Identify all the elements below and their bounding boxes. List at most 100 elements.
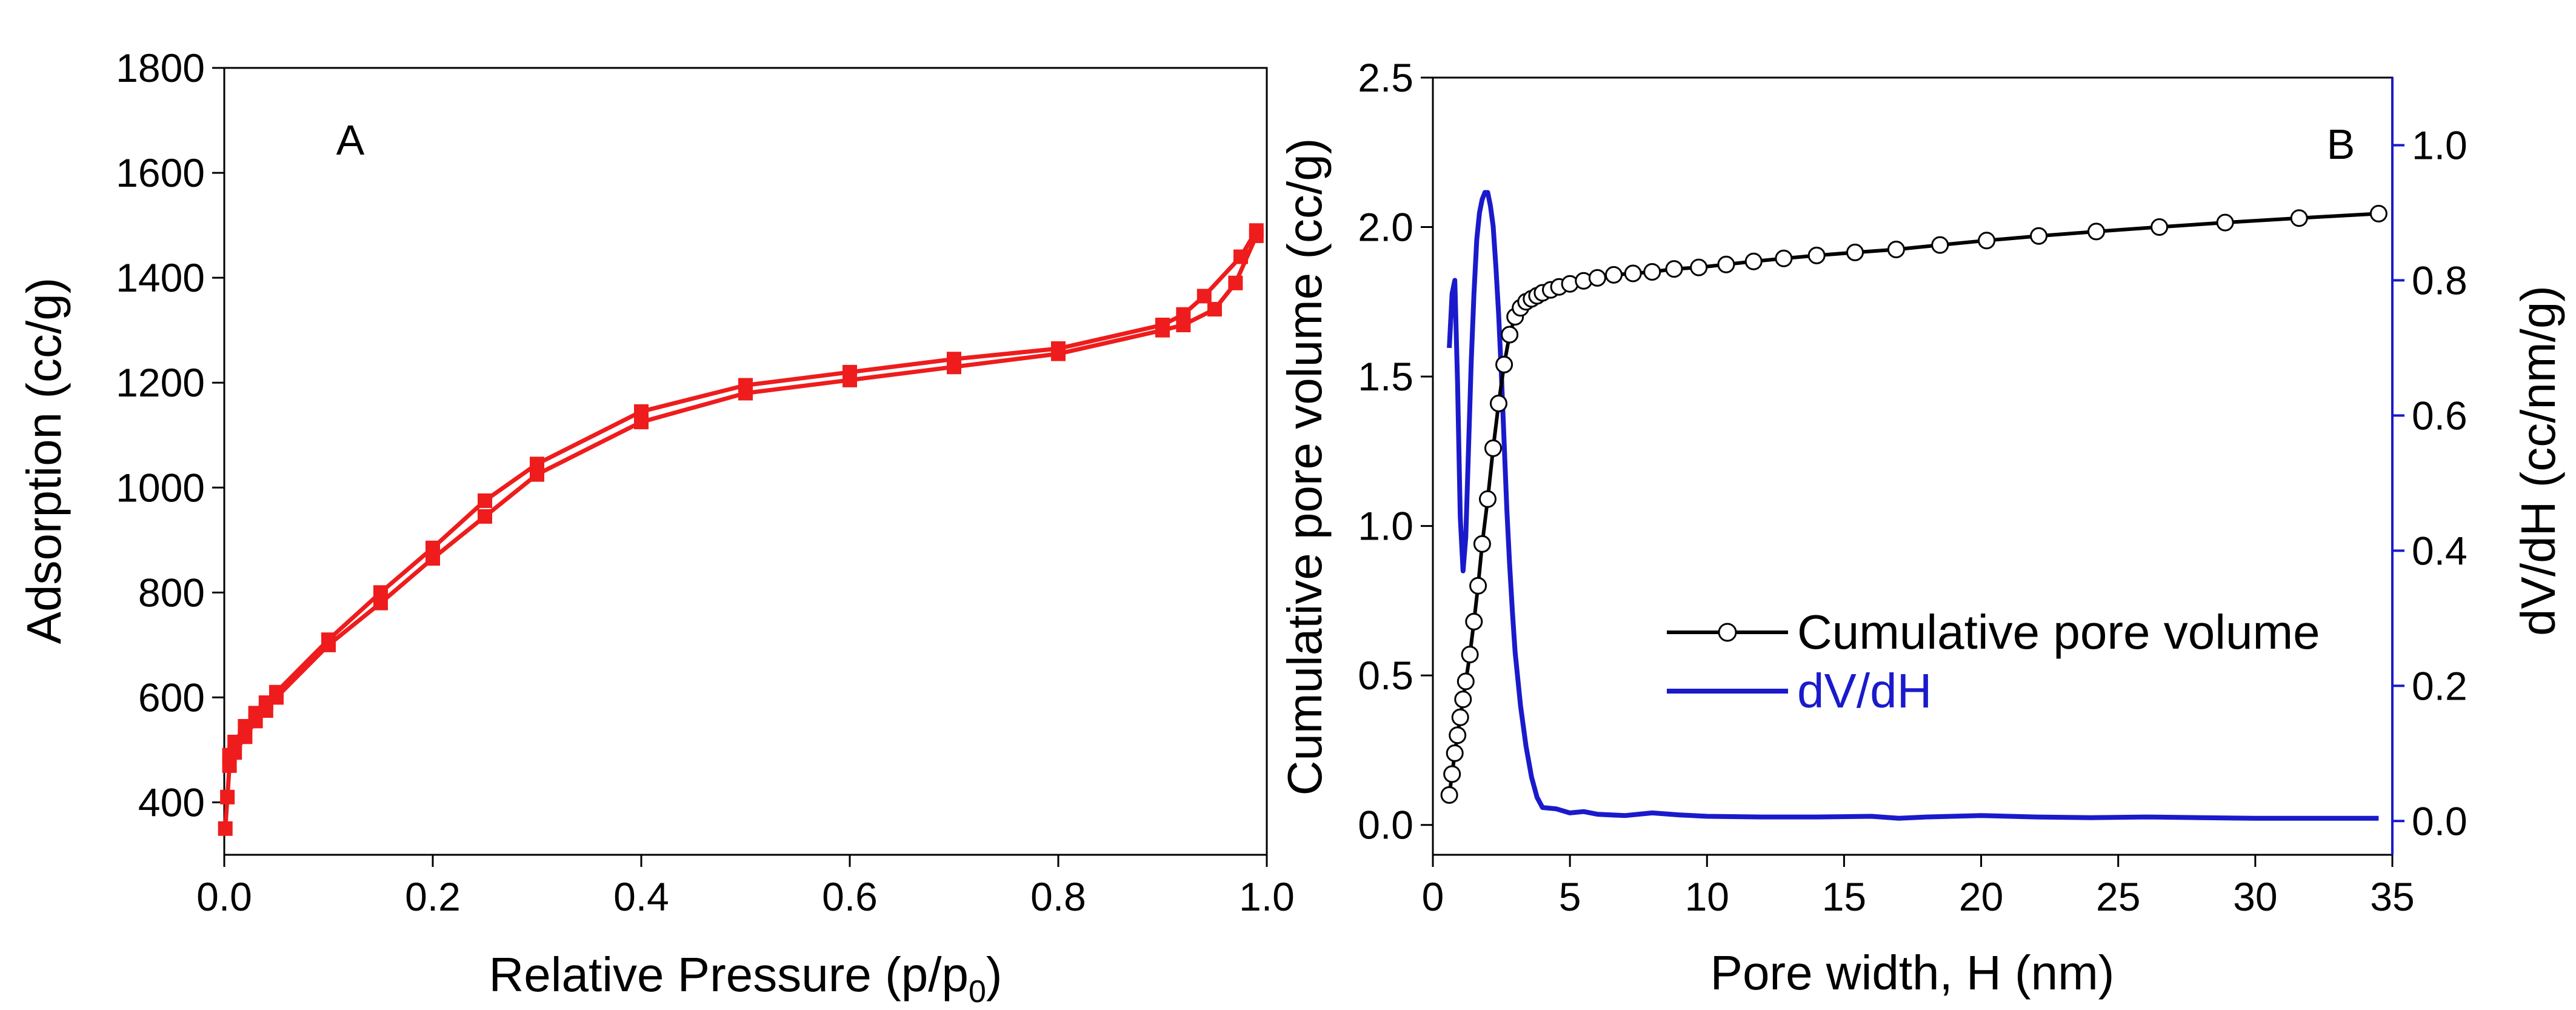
panel-a-desorption-marker xyxy=(425,540,440,555)
panel-b-cumulative-marker xyxy=(1490,395,1507,412)
panel-b-cumulative-marker xyxy=(1473,535,1491,553)
panel-b-cumulative-marker xyxy=(1479,490,1497,508)
panel-b-right-y-axis-title: dV/dH (cc/nm/g) xyxy=(2511,286,2565,636)
panel-a-y-tick-label: 1600 xyxy=(116,150,205,195)
panel-b-cumulative-marker xyxy=(1978,232,1996,250)
panel-b-cumulative-marker xyxy=(1717,255,1735,273)
panel-a-x-axis-title: Relative Pressure (p/p0) xyxy=(489,948,1002,1009)
panel-a-y-ticks: 400 600 800 1000 1200 1400 1600 1800 xyxy=(116,45,224,824)
chart-panel-a: 0.0 0.2 0.4 0.6 0.8 1.0 400 600 800 1000 1200 1400… xyxy=(17,45,1295,1009)
panel-b-legend: Cumulative pore volume dV/dH xyxy=(1667,605,2320,718)
panel-b-left-y-tick-label: 0.0 xyxy=(1358,803,1413,848)
panel-a-desorption-marker xyxy=(530,457,544,472)
panel-b-cumulative-marker xyxy=(1501,326,1519,344)
panel-a-x-axis-title-main: Relative Pressure (p/p xyxy=(489,948,968,1002)
panel-b-x-tick-label: 35 xyxy=(2370,874,2414,919)
panel-a-desorption-marker xyxy=(1233,249,1248,264)
panel-a-desorption-marker xyxy=(227,734,242,749)
panel-a-x-tick-label: 0.8 xyxy=(1030,874,1086,919)
panel-a-desorption-marker xyxy=(321,632,336,647)
panel-a-desorption-marker xyxy=(947,352,961,367)
panel-b-cumulative-marker xyxy=(1887,241,1905,258)
chart-panel-b: 0 5 10 15 20 25 30 35 0.0 0.5 1.0 1.5 2.0 2.5 0.0 0.2… xyxy=(1278,55,2565,1000)
panel-b-cumulative-marker xyxy=(1454,691,1472,709)
panel-b-cumulative-marker xyxy=(1440,786,1458,804)
panel-b-cumulative-marker xyxy=(1807,246,1826,264)
panel-a-adsorption-marker xyxy=(220,789,235,804)
panel-b-left-y-tick-label: 1.0 xyxy=(1358,504,1413,549)
panel-b-cumulative-marker xyxy=(2216,213,2234,232)
legend-cumulative-marker xyxy=(1718,623,1737,642)
panel-a-desorption-marker xyxy=(373,585,388,600)
panel-b-left-y-axis-title: Cumulative pore volume (cc/g) xyxy=(1278,138,1332,796)
panel-a-y-tick-label: 1000 xyxy=(116,465,205,510)
panel-b-right-y-ticks: 0.0 0.2 0.4 0.6 0.8 1.0 xyxy=(2392,122,2468,843)
panel-a-desorption-marker xyxy=(1155,318,1170,333)
panel-b-left-y-tick-label: 1.5 xyxy=(1358,354,1413,399)
panel-a-desorption-marker xyxy=(843,364,857,380)
panel-b-cumulative-marker xyxy=(1446,744,1464,762)
panel-b-cumulative-marker xyxy=(1931,236,1949,254)
panel-b-cumulative-marker xyxy=(2151,218,2169,236)
panel-b-cumulative-marker xyxy=(1465,612,1483,630)
panel-b-cumulative-marker xyxy=(1624,264,1642,283)
panel-b-cumulative-marker xyxy=(1443,765,1461,783)
panel-a-x-tick-label: 0.2 xyxy=(405,874,461,919)
panel-a-desorption-marker xyxy=(738,378,753,393)
panel-a-adsorption-marker xyxy=(1207,302,1222,317)
panel-b-cumulative-marker xyxy=(1744,252,1763,270)
panel-b-cumulative-marker xyxy=(2369,204,2387,222)
panel-b-cumulative-marker xyxy=(1588,269,1606,287)
panel-b-right-y-tick-label: 0.8 xyxy=(2412,258,2468,303)
panel-b-right-y-tick-label: 1.0 xyxy=(2412,122,2468,167)
panel-a-x-axis-title-subscript: 0 xyxy=(969,974,986,1009)
panel-b-cumulative-marker xyxy=(1665,260,1683,278)
panel-a-label: A xyxy=(336,116,365,164)
panel-a-series xyxy=(218,223,1264,836)
panel-a-desorption-marker xyxy=(478,493,492,508)
panel-a-y-axis-title: Adsorption (cc/g) xyxy=(17,278,71,644)
panel-b-cumulative-marker xyxy=(1484,439,1502,457)
panel-a-adsorption-marker xyxy=(218,821,233,836)
panel-a-desorption-marker xyxy=(1196,289,1212,304)
panel-b-cumulative-marker xyxy=(1451,708,1469,726)
panel-a-x-ticks: 0.0 0.2 0.4 0.6 0.8 1.0 xyxy=(196,855,1295,919)
panel-a-y-tick-label: 400 xyxy=(138,780,205,824)
panel-b-left-y-tick-label: 2.5 xyxy=(1358,55,1413,100)
panel-b-cumulative-marker xyxy=(1690,258,1708,276)
panel-a-desorption-marker xyxy=(222,747,237,763)
panel-a-y-tick-label: 800 xyxy=(138,570,205,615)
panel-b-cumulative-marker xyxy=(1449,726,1467,744)
panel-b-cumulative-marker xyxy=(1605,266,1623,284)
panel-a-desorption-marker xyxy=(248,706,263,721)
panel-b-right-y-tick-label: 0.2 xyxy=(2412,663,2468,708)
panel-b-x-tick-label: 5 xyxy=(1559,874,1581,919)
panel-b-cumulative-marker xyxy=(1461,646,1479,664)
panel-a-x-tick-label: 0.4 xyxy=(613,874,669,919)
panel-a-x-tick-label: 0.6 xyxy=(822,874,878,919)
panel-b-left-y-ticks: 0.0 0.5 1.0 1.5 2.0 2.5 xyxy=(1358,55,1433,848)
panel-a-y-tick-label: 1200 xyxy=(116,360,205,405)
panel-b-right-y-tick-label: 0.4 xyxy=(2412,528,2468,573)
panel-a-desorption-marker xyxy=(1249,223,1264,238)
panel-b-x-tick-label: 10 xyxy=(1685,874,1729,919)
panel-b-x-tick-label: 0 xyxy=(1422,874,1444,919)
panel-b-cumulative-marker xyxy=(2030,227,2048,245)
panel-b-x-tick-label: 15 xyxy=(1822,874,1866,919)
panel-a-desorption-marker xyxy=(1051,341,1066,356)
panel-a-y-tick-label: 600 xyxy=(138,675,205,720)
panel-b-cumulative-marker xyxy=(1457,672,1475,691)
panel-b-x-tick-label: 30 xyxy=(2233,874,2277,919)
panel-a-x-tick-label: 0.0 xyxy=(196,874,252,919)
panel-b-right-y-tick-label: 0.6 xyxy=(2412,393,2468,438)
panel-b-left-y-tick-label: 0.5 xyxy=(1358,653,1413,698)
panel-b-series xyxy=(1440,190,2387,821)
panel-b-label: B xyxy=(2327,121,2355,168)
panel-b-cumulative-marker xyxy=(2290,209,2308,227)
panel-a-desorption-marker xyxy=(634,404,649,419)
panel-b-dvdh-line xyxy=(1447,190,2379,821)
panel-b-right-y-tick-label: 0.0 xyxy=(2412,798,2468,843)
panel-a-y-tick-label: 1800 xyxy=(116,45,205,90)
panel-b-x-tick-label: 25 xyxy=(2096,874,2140,919)
